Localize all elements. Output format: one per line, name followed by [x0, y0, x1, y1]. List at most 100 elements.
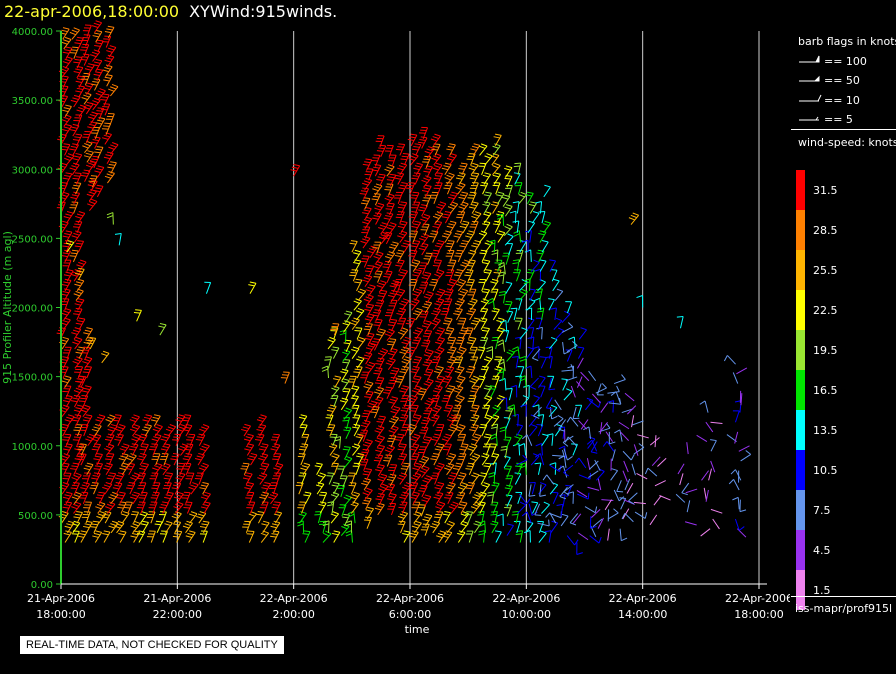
wind-barb — [386, 173, 397, 187]
wind-barb — [465, 482, 476, 495]
wind-barb — [91, 136, 101, 149]
speed-swatch-label: 4.5 — [813, 544, 831, 557]
wind-barb — [382, 260, 392, 274]
wind-barb — [478, 278, 487, 292]
wind-barb — [80, 481, 90, 495]
wind-barb — [441, 433, 452, 447]
wind-barb — [399, 298, 410, 311]
wind-barb — [92, 29, 103, 43]
wind-barb — [460, 259, 471, 272]
wind-barb — [95, 88, 106, 101]
wind-barb — [595, 383, 607, 394]
wind-barb — [444, 462, 455, 476]
header-title: XYWind:915winds. — [189, 2, 338, 21]
wind-barb — [477, 501, 486, 514]
wind-barb — [519, 327, 528, 340]
wind-barb — [513, 230, 522, 243]
wind-barb — [423, 165, 433, 178]
wind-barb — [354, 278, 363, 292]
wind-barb — [423, 291, 434, 304]
wind-barb-isolated — [330, 323, 340, 336]
wind-barb — [503, 223, 513, 236]
speed-swatch-label: 19.5 — [813, 344, 838, 357]
wind-barb — [435, 288, 446, 301]
wind-barb — [114, 520, 125, 534]
wind-barb — [546, 433, 554, 446]
wind-barb — [455, 278, 467, 292]
wind-barb — [74, 36, 84, 50]
wind-barb — [355, 307, 365, 321]
wind-barb — [315, 482, 325, 495]
wind-barb — [482, 201, 491, 214]
wind-barb — [130, 530, 141, 543]
wind-barb — [77, 530, 88, 543]
wind-barb — [62, 240, 72, 253]
wind-barb — [151, 453, 161, 466]
wind-barb — [411, 385, 422, 398]
wind-barb — [409, 443, 420, 456]
wind-barb — [175, 472, 186, 485]
wind-barb — [525, 230, 532, 243]
wind-barb — [148, 501, 158, 514]
wind-barb — [521, 511, 532, 524]
wind-barb — [342, 417, 351, 430]
wind-barb — [513, 269, 521, 282]
wind-barb — [94, 165, 105, 178]
wind-barb — [71, 472, 82, 485]
wind-barb — [302, 530, 311, 543]
wind-barb — [469, 375, 480, 388]
wind-barb — [373, 270, 383, 283]
wind-barb — [708, 468, 712, 481]
wind-barb — [519, 355, 527, 369]
wind-barb — [561, 310, 571, 324]
wind-barb — [406, 182, 416, 195]
wind-barb — [550, 520, 559, 534]
flag-10-label: == 10 — [824, 94, 860, 107]
wind-barb — [469, 453, 481, 466]
wind-barb — [375, 135, 385, 148]
wind-barb — [622, 450, 635, 461]
wind-barb — [412, 307, 423, 321]
wind-barb — [443, 182, 453, 195]
wind-barb — [452, 462, 463, 476]
wind-barb — [470, 143, 481, 156]
wind-barb — [447, 346, 457, 359]
wind-barb — [137, 530, 146, 543]
wind-barb — [632, 420, 644, 426]
wind-barb-isolated — [280, 371, 290, 384]
wind-barb — [526, 269, 535, 282]
wind-barb — [385, 357, 396, 371]
wind-barb — [489, 443, 498, 456]
y-tick-label: 0.00 — [31, 580, 53, 591]
wind-barb — [362, 468, 373, 481]
wind-barb — [356, 452, 365, 466]
wind-barb — [409, 404, 419, 417]
wind-barb — [542, 474, 555, 485]
wind-barb — [260, 530, 270, 543]
wind-barb — [199, 481, 210, 495]
wind-barb — [90, 155, 100, 169]
wind-barb — [422, 155, 432, 169]
wind-barb — [471, 240, 482, 253]
wind-barb — [362, 352, 373, 365]
wind-barb — [419, 465, 430, 478]
wind-barb — [386, 473, 397, 487]
wind-barb — [410, 191, 420, 205]
wind-barb — [388, 415, 400, 429]
wind-barb-isolated — [628, 212, 640, 225]
wind-barb — [622, 470, 628, 482]
speed-swatch-label: 28.5 — [813, 224, 838, 237]
wind-barb — [511, 356, 519, 369]
wind-barb — [458, 191, 469, 205]
wind-barb-isolated — [543, 184, 551, 198]
wind-barb — [515, 249, 524, 263]
wind-barb — [466, 336, 477, 350]
wind-barb — [75, 211, 86, 224]
wind-barb — [529, 424, 538, 437]
wind-barb — [651, 456, 661, 467]
wind-barb — [319, 491, 328, 505]
wind-barb — [106, 472, 117, 485]
x-tick-time: 2:00:00 — [272, 608, 314, 621]
wind-barb — [411, 143, 422, 156]
wind-barb — [512, 442, 521, 456]
